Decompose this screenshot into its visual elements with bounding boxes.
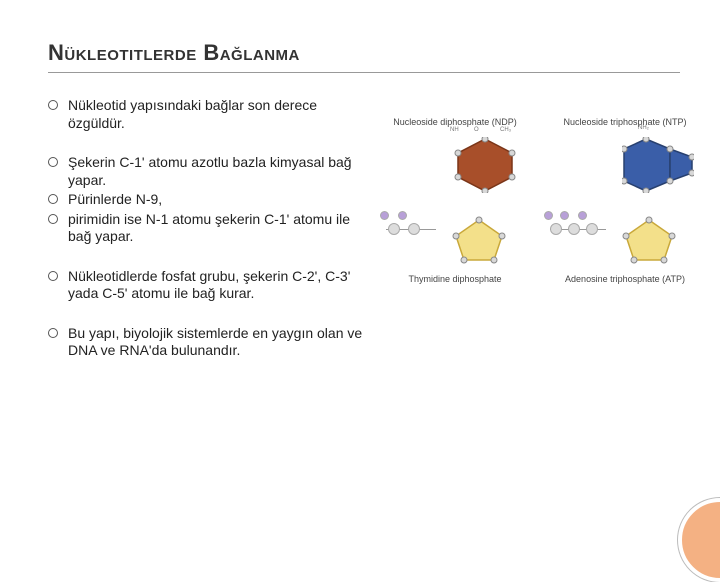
bullet-item: pirimidin ise N-1 atomu şekerin C-1' ato…: [48, 211, 368, 246]
nitrogenous-base-purine-icon: [622, 137, 694, 193]
phosphate-icon: [408, 223, 420, 235]
bullet-marker-icon: [48, 100, 58, 110]
atom-label: NH₂: [638, 125, 649, 131]
atom-label: O: [474, 127, 479, 133]
text-column: Nükleotid yapısındaki bağlar son derece …: [48, 97, 368, 382]
bullet-item: Bu yapı, biyolojik sistemlerde en yaygın…: [48, 325, 368, 360]
bullet-marker-icon: [48, 214, 58, 224]
phosphate-purple-icon: [380, 211, 389, 220]
bullet-item: Nükleotidlerde fosfat grubu, şekerin C-2…: [48, 268, 368, 303]
phosphate-purple-icon: [578, 211, 587, 220]
figure-ntp: Nucleoside triphosphate (NTP): [550, 117, 700, 382]
slide-title: Nükleotitlerde Bağlanma: [48, 40, 680, 73]
atom-label: CH₃: [500, 127, 511, 133]
content-row: Nükleotid yapısındaki bağlar son derece …: [48, 97, 680, 382]
phosphate-icon: [550, 223, 562, 235]
molecule-diagram-ntp: NH₂: [550, 133, 700, 268]
nitrogenous-base-icon: [454, 137, 516, 193]
phosphate-purple-icon: [544, 211, 553, 220]
bullet-text: Şekerin C-1' atomu azotlu bazla kimyasal…: [68, 154, 368, 189]
figure-ndp: Nucleoside diphosphate (NDP): [380, 117, 530, 382]
bullet-item: Pürinlerde N-9,: [48, 191, 368, 209]
bullet-text: Bu yapı, biyolojik sistemlerde en yaygın…: [68, 325, 368, 360]
figure-title: Nucleoside triphosphate (NTP): [563, 117, 686, 127]
bullet-group-3: Nükleotidlerde fosfat grubu, şekerin C-2…: [48, 268, 368, 303]
phosphate-purple-icon: [560, 211, 569, 220]
bullet-text: pirimidin ise N-1 atomu şekerin C-1' ato…: [68, 211, 368, 246]
phosphate-purple-icon: [398, 211, 407, 220]
bullet-item: Nükleotid yapısındaki bağlar son derece …: [48, 97, 368, 132]
slide: Nükleotitlerde Bağlanma Nükleotid yapısı…: [0, 0, 720, 540]
figure-caption: Thymidine diphosphate: [408, 274, 501, 284]
sugar-pentose-icon: [450, 216, 508, 264]
sugar-pentose-icon: [620, 216, 678, 264]
bullet-marker-icon: [48, 328, 58, 338]
bullet-text: Nükleotidlerde fosfat grubu, şekerin C-2…: [68, 268, 368, 303]
corner-accent-icon: [678, 498, 720, 582]
atom-label: NH: [450, 127, 459, 133]
bullet-marker-icon: [48, 271, 58, 281]
molecule-diagram-ndp: O CH₃ NH: [380, 133, 530, 268]
bullet-text: Nükleotid yapısındaki bağlar son derece …: [68, 97, 368, 132]
phosphate-icon: [586, 223, 598, 235]
bullet-group-1: Nükleotid yapısındaki bağlar son derece …: [48, 97, 368, 132]
bullet-text: Pürinlerde N-9,: [68, 191, 368, 209]
phosphate-icon: [568, 223, 580, 235]
bullet-marker-icon: [48, 194, 58, 204]
figure-caption: Adenosine triphosphate (ATP): [565, 274, 685, 284]
bullet-marker-icon: [48, 157, 58, 167]
bullet-group-4: Bu yapı, biyolojik sistemlerde en yaygın…: [48, 325, 368, 360]
bullet-item: Şekerin C-1' atomu azotlu bazla kimyasal…: [48, 154, 368, 189]
phosphate-icon: [388, 223, 400, 235]
figures-column: Nucleoside diphosphate (NDP): [380, 97, 700, 382]
figure-title: Nucleoside diphosphate (NDP): [393, 117, 517, 127]
bullet-group-2: Şekerin C-1' atomu azotlu bazla kimyasal…: [48, 154, 368, 246]
